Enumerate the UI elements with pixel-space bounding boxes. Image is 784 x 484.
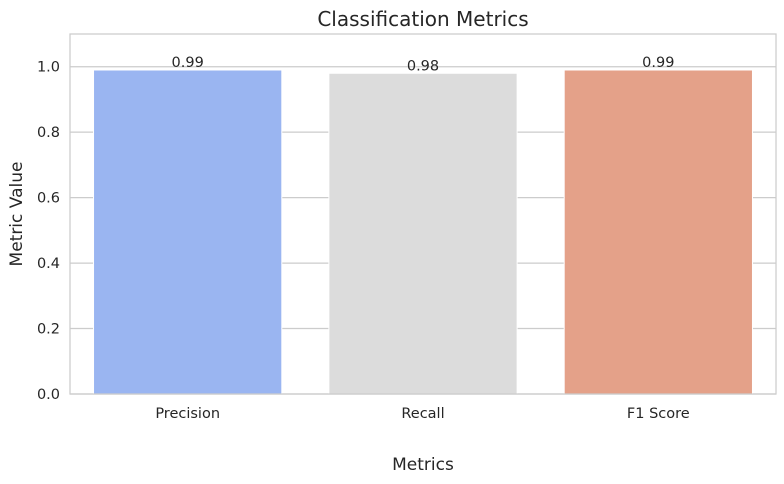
- bar-recall: [328, 72, 518, 395]
- x-tick-label: F1 Score: [627, 406, 690, 422]
- x-tick-label: Recall: [401, 406, 444, 422]
- value-label: 0.99: [172, 55, 204, 71]
- chart-title: Classification Metrics: [317, 7, 528, 31]
- value-label: 0.99: [642, 55, 674, 71]
- plot-frame: [69, 33, 777, 395]
- y-axis-label: Metric Value: [7, 162, 27, 267]
- y-tick-label: 0.2: [37, 322, 60, 338]
- y-tick-label: 0.0: [37, 387, 60, 403]
- value-label: 0.98: [407, 58, 439, 74]
- value-labels: 0.99 0.98 0.99: [172, 55, 675, 74]
- y-tick-label: 0.6: [37, 191, 60, 207]
- y-tick-labels: 0.0 0.2 0.4 0.6 0.8 1.0: [37, 60, 60, 403]
- y-tick-label: 0.8: [37, 125, 60, 141]
- y-tick-label: 0.4: [37, 256, 60, 272]
- x-tick-label: Precision: [155, 406, 220, 422]
- bar-f1-score: [563, 69, 753, 395]
- x-tick-labels: Precision Recall F1 Score: [155, 406, 689, 422]
- bar-precision: [93, 69, 283, 395]
- y-tick-label: 1.0: [37, 60, 60, 76]
- x-axis-label: Metrics: [392, 455, 454, 475]
- bars: [93, 69, 753, 395]
